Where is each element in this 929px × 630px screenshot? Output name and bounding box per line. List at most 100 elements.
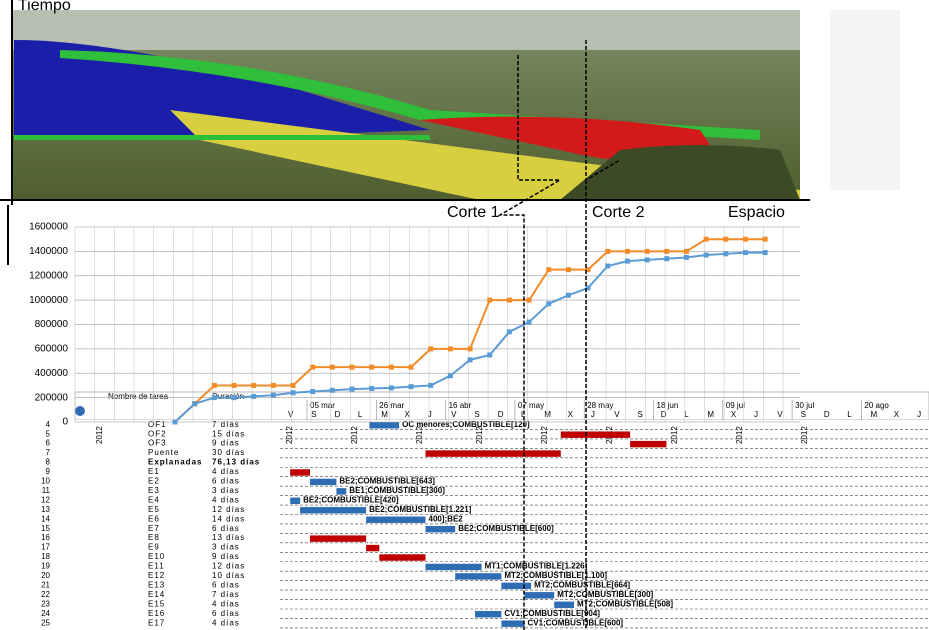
date-label: 16 abr xyxy=(449,401,472,410)
point-marker xyxy=(762,250,768,256)
year-label: 2012 xyxy=(415,426,424,444)
task-duration: 6 días xyxy=(212,477,240,486)
point-marker xyxy=(270,392,276,398)
task-bar xyxy=(501,620,525,627)
task-duration: 15 días xyxy=(212,429,245,438)
line-chart: 0 200000 400000 600000 800000 1000000 1200000 1… xyxy=(29,222,800,428)
point-marker xyxy=(585,285,591,291)
point-marker xyxy=(467,346,473,352)
point-marker xyxy=(605,263,611,269)
date-label: 28 may xyxy=(587,401,613,410)
bar-label: BE1;COMBUSTIBLE[300] xyxy=(349,486,445,495)
cut-label: Corte 1 xyxy=(447,204,500,221)
axes-frame xyxy=(0,0,810,265)
row-id: 24 xyxy=(41,609,50,618)
day-letter: J xyxy=(917,410,921,419)
point-marker xyxy=(251,393,257,399)
point-marker xyxy=(664,256,670,262)
task-bar xyxy=(290,469,310,476)
day-letter: X xyxy=(894,410,900,419)
task-duration: 4 días xyxy=(212,467,240,476)
row-id: 25 xyxy=(41,618,50,627)
task-bar xyxy=(310,478,337,486)
task-duration: 4 días xyxy=(212,618,240,627)
day-letter: D xyxy=(824,410,830,419)
y-tick-label: 400000 xyxy=(35,368,69,379)
y-tick-label: 200000 xyxy=(35,392,69,403)
point-marker xyxy=(487,297,493,303)
day-letter: J xyxy=(428,410,432,419)
year-label: 2012 xyxy=(800,426,809,444)
day-letter: M xyxy=(871,410,878,419)
point-marker xyxy=(526,319,532,325)
task-duration: 4 días xyxy=(212,495,240,504)
point-marker xyxy=(487,352,493,358)
year-label: 2012 xyxy=(95,426,104,444)
bar-label: MT2;COMBUSTIBLE[300] xyxy=(557,590,653,599)
task-bar xyxy=(630,440,667,448)
task-name: Puente xyxy=(148,448,179,457)
day-letter: M xyxy=(544,410,551,419)
point-marker xyxy=(251,382,257,388)
point-marker xyxy=(447,373,453,379)
row-id: 6 xyxy=(46,439,51,448)
y-tick-label: 800000 xyxy=(35,319,69,330)
day-letter: M xyxy=(707,410,714,419)
task-duration: 76,13 días xyxy=(212,458,260,467)
row-id: 12 xyxy=(41,495,50,504)
date-label: 20 ago xyxy=(864,401,889,410)
point-marker xyxy=(270,382,276,388)
point-marker xyxy=(605,248,611,254)
day-letter: S xyxy=(638,410,643,419)
date-label: 30 jul xyxy=(795,401,814,410)
point-marker xyxy=(565,292,571,298)
day-letter: S xyxy=(311,410,316,419)
task-duration: 12 días xyxy=(212,505,245,514)
task-name: E3 xyxy=(148,486,160,495)
task-bar xyxy=(300,507,367,514)
day-letter: S xyxy=(474,410,479,419)
task-bar xyxy=(310,535,367,542)
point-marker xyxy=(644,257,650,263)
row-id: 22 xyxy=(41,590,50,599)
y-tick-label: 1600000 xyxy=(29,222,68,233)
task-bar xyxy=(369,422,400,429)
day-letter: L xyxy=(847,410,852,419)
y-tick-label: 1000000 xyxy=(29,295,68,306)
point-marker xyxy=(349,364,355,370)
day-letter: V xyxy=(451,410,457,419)
task-name: E4 xyxy=(148,495,160,504)
task-duration: 7 días xyxy=(212,420,240,429)
task-duration: 7 días xyxy=(212,590,240,599)
task-name: E5 xyxy=(148,505,160,514)
point-marker xyxy=(388,385,394,391)
point-marker xyxy=(565,267,571,273)
point-marker xyxy=(290,382,296,388)
point-marker xyxy=(585,267,591,273)
date-label: 07 may xyxy=(518,401,544,410)
task-duration: 6 días xyxy=(212,609,240,618)
point-marker xyxy=(329,364,335,370)
task-name: E7 xyxy=(148,524,160,533)
day-letter: X xyxy=(405,410,411,419)
point-marker xyxy=(447,346,453,352)
task-duration: 3 días xyxy=(212,486,240,495)
point-marker xyxy=(703,236,709,242)
point-marker xyxy=(762,236,768,242)
point-marker xyxy=(664,248,670,254)
task-name: Explanadas xyxy=(148,458,202,467)
task-name: OF1 xyxy=(148,420,167,429)
task-name: E14 xyxy=(148,590,165,599)
point-marker xyxy=(211,395,217,401)
row-id: 5 xyxy=(46,429,51,438)
space-label: Espacio xyxy=(728,204,785,221)
point-marker xyxy=(192,401,198,407)
year-label: 2012 xyxy=(285,426,294,444)
task-name: E13 xyxy=(148,580,165,589)
task-name: E17 xyxy=(148,618,165,627)
day-letter: X xyxy=(568,410,574,419)
task-bar xyxy=(455,573,502,580)
point-marker xyxy=(644,248,650,254)
day-letter: J xyxy=(591,410,595,419)
